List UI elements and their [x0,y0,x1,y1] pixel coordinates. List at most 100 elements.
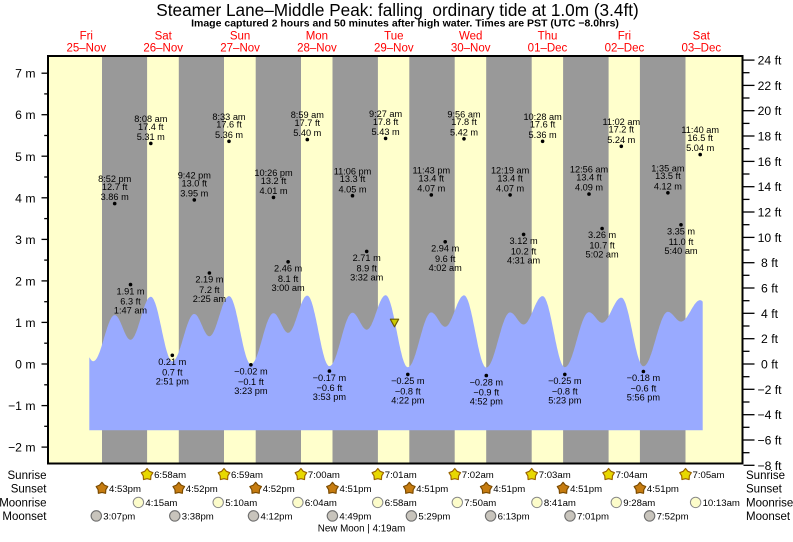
svg-text:4:22 pm: 4:22 pm [391,395,425,405]
svg-text:−0.25 m: −0.25 m [391,376,425,386]
svg-text:Sunset: Sunset [11,484,48,496]
svg-text:4:51pm: 4:51pm [647,484,679,495]
svg-text:4:15am: 4:15am [145,498,177,509]
svg-text:8:41am: 8:41am [544,498,576,509]
svg-text:9:42 pm: 9:42 pm [178,171,212,181]
svg-text:Sunset: Sunset [746,484,783,496]
svg-text:3.86 m: 3.86 m [101,192,129,202]
svg-text:6 ft: 6 ft [761,282,779,296]
svg-text:2.19 m: 2.19 m [195,275,223,285]
svg-text:12 ft: 12 ft [758,206,782,220]
svg-text:1.91 m: 1.91 m [116,286,144,296]
svg-text:−2 ft: −2 ft [757,383,782,397]
svg-text:4.09 m: 4.09 m [575,183,603,193]
svg-text:−0.18 m: −0.18 m [627,373,661,383]
svg-text:5:10am: 5:10am [225,498,257,509]
svg-text:13.4 ft: 13.4 ft [419,173,445,183]
svg-text:4.01 m: 4.01 m [259,186,287,196]
svg-text:Steamer Lane–Middle Peak: fall: Steamer Lane–Middle Peak: falling ordina… [156,0,638,20]
svg-text:4.12 m: 4.12 m [654,181,682,191]
svg-text:4 m: 4 m [15,191,35,205]
svg-text:3.12 m: 3.12 m [510,236,538,246]
svg-text:6:58am: 6:58am [154,470,186,481]
svg-text:Moonset: Moonset [2,511,47,523]
svg-text:10:26 pm: 10:26 pm [254,168,293,178]
svg-text:20 ft: 20 ft [758,104,782,118]
svg-text:−2 m: −2 m [8,441,35,455]
svg-text:5:56 pm: 5:56 pm [627,393,661,403]
svg-text:4.07 m: 4.07 m [417,184,445,194]
svg-text:11.0 ft: 11.0 ft [669,237,694,247]
svg-text:11:40 am: 11:40 am [681,125,719,135]
svg-text:5.36 m: 5.36 m [529,130,557,140]
svg-text:3:00 am: 3:00 am [271,283,305,293]
svg-text:13.2 ft: 13.2 ft [261,176,287,186]
svg-text:17.2 ft: 17.2 ft [609,125,635,135]
svg-text:22 ft: 22 ft [758,79,782,93]
svg-text:5:23 pm: 5:23 pm [548,395,582,405]
svg-text:30–Nov: 30–Nov [451,43,491,55]
svg-text:5:29pm: 5:29pm [418,512,450,523]
svg-text:02–Dec: 02–Dec [605,43,645,55]
svg-text:1 m: 1 m [15,316,35,330]
svg-text:2 m: 2 m [15,274,35,288]
svg-text:4.05 m: 4.05 m [338,184,366,194]
svg-text:−0.02 m: −0.02 m [234,367,268,377]
svg-text:10 ft: 10 ft [758,231,782,245]
svg-text:4 ft: 4 ft [761,307,779,321]
svg-text:7:01pm: 7:01pm [577,512,609,523]
svg-text:9.6 ft: 9.6 ft [435,254,456,264]
svg-text:2 ft: 2 ft [761,332,779,346]
svg-text:18 ft: 18 ft [758,130,782,144]
svg-text:5 m: 5 m [15,150,35,164]
svg-text:5.43 m: 5.43 m [372,127,400,137]
svg-text:7:52pm: 7:52pm [657,512,689,523]
svg-text:Sunrise: Sunrise [8,470,47,482]
svg-text:9:56 am: 9:56 am [447,109,481,119]
svg-text:8:52 pm: 8:52 pm [98,174,132,184]
svg-text:5.04 m: 5.04 m [686,143,714,153]
svg-text:4:52 pm: 4:52 pm [470,397,504,407]
svg-text:11:02 am: 11:02 am [602,117,640,127]
svg-text:16 ft: 16 ft [758,155,782,169]
svg-text:10:13am: 10:13am [703,498,740,509]
svg-text:Thu: Thu [538,31,558,43]
svg-text:−0.28 m: −0.28 m [470,377,504,387]
svg-text:Sat: Sat [155,31,173,43]
svg-text:14 ft: 14 ft [758,180,782,194]
svg-text:4:51pm: 4:51pm [570,484,602,495]
svg-text:4:53pm: 4:53pm [109,484,141,495]
svg-text:5.40 m: 5.40 m [293,128,321,138]
svg-text:9:28am: 9:28am [623,498,655,509]
svg-text:7:00am: 7:00am [308,470,340,481]
svg-text:6:13pm: 6:13pm [498,512,530,523]
svg-text:4:51pm: 4:51pm [340,484,372,495]
svg-text:0.7 ft: 0.7 ft [162,367,183,377]
svg-text:17.6 ft: 17.6 ft [216,120,242,130]
svg-text:2:51 pm: 2:51 pm [156,376,190,386]
svg-text:6:04am: 6:04am [305,498,337,509]
svg-text:7.2 ft: 7.2 ft [199,285,220,295]
svg-text:3.26 m: 3.26 m [588,230,616,240]
svg-text:−4 ft: −4 ft [757,408,782,422]
svg-text:4:52pm: 4:52pm [186,484,218,495]
svg-text:Fri: Fri [80,31,93,43]
svg-text:6 m: 6 m [15,108,35,122]
svg-text:7 m: 7 m [15,67,35,81]
svg-text:3:07pm: 3:07pm [103,512,135,523]
svg-text:13.3 ft: 13.3 ft [340,174,366,184]
svg-text:10.2 ft: 10.2 ft [511,247,537,257]
svg-text:Mon: Mon [306,31,328,43]
svg-text:3:23 pm: 3:23 pm [234,386,268,396]
svg-text:13.4 ft: 13.4 ft [497,173,523,183]
svg-text:8:33 am: 8:33 am [212,112,246,122]
svg-text:25–Nov: 25–Nov [66,43,106,55]
svg-text:5.36 m: 5.36 m [215,130,243,140]
svg-text:17.4 ft: 17.4 ft [138,122,164,132]
svg-text:4:51pm: 4:51pm [493,484,525,495]
svg-text:−0.6 ft: −0.6 ft [317,383,343,393]
svg-text:3 m: 3 m [15,233,35,247]
svg-text:−0.8 ft: −0.8 ft [395,387,421,397]
svg-text:8:59 am: 8:59 am [291,110,325,120]
svg-text:3.95 m: 3.95 m [180,189,208,199]
